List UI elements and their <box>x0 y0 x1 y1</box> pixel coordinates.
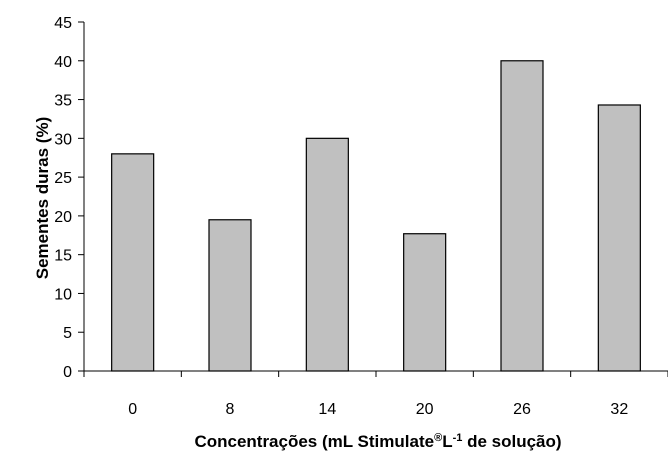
x-tick-labels: 0 8 14 20 26 32 <box>128 401 628 418</box>
y-tick-label-10: 10 <box>54 286 72 303</box>
x-tick-label-14: 14 <box>318 401 336 418</box>
y-tick-label-35: 35 <box>54 93 72 110</box>
bar-8 <box>208 219 252 372</box>
bar-0 <box>111 153 155 372</box>
x-tick-label-8: 8 <box>226 401 235 418</box>
x-axis-title-part-1: Concentrações (mL Stimulate <box>194 432 434 451</box>
x-axis-title-registered-mark: ® <box>434 432 442 444</box>
y-axis-title: Sementes duras (%) <box>33 117 52 280</box>
bars-group <box>111 60 641 372</box>
x-axis-title-part-3: de solução) <box>462 432 561 451</box>
y-tick-label-15: 15 <box>54 248 72 265</box>
x-tick-label-20: 20 <box>416 401 434 418</box>
axes-group <box>78 21 668 377</box>
y-tick-label-5: 5 <box>63 325 72 342</box>
y-tick-label-40: 40 <box>54 54 72 71</box>
y-tick-label-25: 25 <box>54 170 72 187</box>
y-tick-label-30: 30 <box>54 131 72 148</box>
x-axis-title-superscript: -1 <box>453 432 463 444</box>
bar-32 <box>597 104 641 372</box>
y-tick-label-0: 0 <box>63 364 72 381</box>
y-tick-label-45: 45 <box>54 15 72 32</box>
bar-26 <box>500 60 544 372</box>
bar-20 <box>403 233 447 372</box>
x-axis-title-part-2: L <box>442 432 452 451</box>
bar-14 <box>305 137 349 372</box>
y-tick-labels: 0 5 10 15 20 25 30 35 40 45 <box>54 15 72 381</box>
x-tick-label-26: 26 <box>513 401 531 418</box>
y-tick-label-20: 20 <box>54 209 72 226</box>
x-tick-label-32: 32 <box>610 401 628 418</box>
x-tick-label-0: 0 <box>128 401 137 418</box>
x-axis-title: Concentrações (mL Stimulate®L-1 de soluç… <box>194 432 561 451</box>
